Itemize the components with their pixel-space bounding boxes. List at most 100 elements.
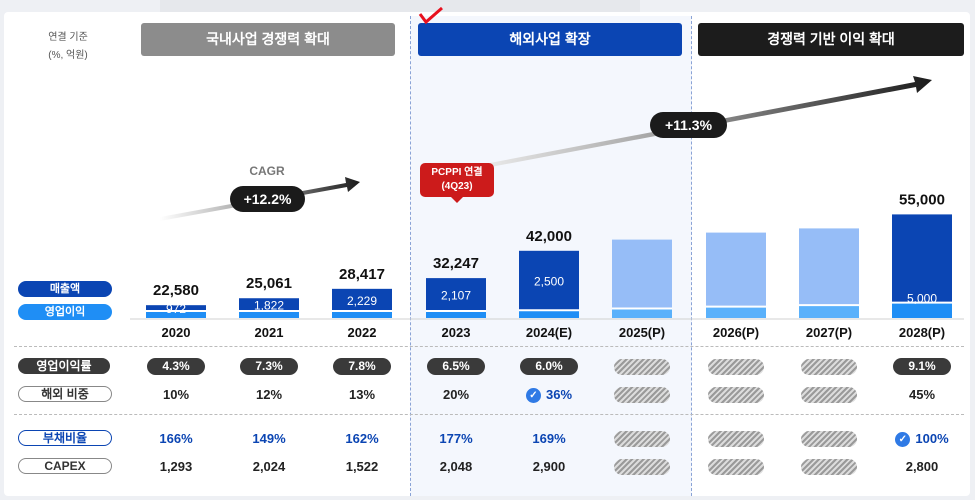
unit-note-line1: 연결 기준 — [48, 32, 88, 43]
cagr-bubble-1: +12.2% — [230, 186, 305, 212]
row-label-margin: 영업이익률 — [18, 358, 110, 374]
year-tick-label: 2024(E) — [526, 325, 572, 340]
year-tick-label: 2022 — [348, 325, 377, 340]
separator-1 — [14, 346, 964, 347]
year-tick-label: 2028(P) — [899, 325, 945, 340]
op-profit-bar — [426, 311, 486, 318]
debt-cell: 166% — [136, 431, 216, 446]
redacted-cell — [801, 387, 857, 403]
row-label-debt: 부채비율 — [18, 430, 112, 446]
capex-value: 2,024 — [252, 459, 286, 474]
revenue-bar — [799, 228, 859, 318]
margin-pill: 6.5% — [427, 358, 485, 375]
op-profit-bar — [892, 302, 952, 318]
margin-pill: 4.3% — [147, 358, 205, 375]
op-profit-bar — [799, 305, 859, 318]
redacted-cell — [614, 459, 670, 475]
capex-cell: 2,048 — [416, 459, 496, 474]
callout-pointer — [451, 197, 463, 203]
debt-value: 177% — [439, 431, 473, 446]
op-profit-bar — [239, 311, 299, 318]
debt-value: 166% — [159, 431, 193, 446]
revenue-bar — [519, 250, 579, 318]
overseas-cell: 12% — [229, 387, 309, 402]
overseas-value: 12% — [255, 387, 283, 402]
capex-value: 2,800 — [905, 459, 939, 474]
debt-value: 100% — [915, 431, 949, 446]
op-profit-value-label: 2,229 — [347, 294, 377, 308]
redacted-cell — [614, 359, 670, 375]
op-profit-value-label: 5,000 — [907, 291, 937, 305]
row-label-capex: CAPEX — [18, 458, 112, 474]
revenue-bar — [706, 232, 766, 318]
capex-value: 1,522 — [345, 459, 379, 474]
revenue-value-label: 55,000 — [899, 191, 945, 208]
overseas-value: 13% — [348, 387, 376, 402]
redacted-cell — [614, 431, 670, 447]
capex-cell: 1,293 — [136, 459, 216, 474]
overseas-value: 45% — [908, 387, 936, 402]
redacted-cell — [708, 387, 764, 403]
redacted-cell — [801, 359, 857, 375]
check-circle-icon: ✓ — [525, 388, 541, 403]
redacted-cell — [708, 359, 764, 375]
capex-cell: 2,900 — [509, 459, 589, 474]
year-tick-label: 2023 — [442, 325, 471, 340]
overseas-value: 36% — [545, 387, 573, 402]
debt-value: 149% — [252, 431, 286, 446]
margin-pill: 9.1% — [893, 358, 951, 375]
legend-op-profit: 영업이익 — [18, 304, 112, 320]
debt-cell: 162% — [322, 431, 402, 446]
redacted-cell — [708, 459, 764, 475]
revenue-bar — [892, 214, 952, 318]
capex-cell: 2,800 — [882, 459, 962, 474]
year-tick-label: 2026(P) — [713, 325, 759, 340]
revenue-value-label: 42,000 — [526, 228, 572, 245]
capex-value: 2,900 — [532, 459, 566, 474]
top-strip — [160, 0, 640, 12]
check-circle-icon: ✓ — [895, 432, 911, 447]
overseas-value: 20% — [442, 387, 470, 402]
redacted-cell — [614, 387, 670, 403]
op-profit-value-label: 2,107 — [441, 289, 471, 303]
banner-profit: 경쟁력 기반 이익 확대 — [698, 23, 964, 56]
year-tick-label: 2025(P) — [619, 325, 665, 340]
check-mark-icon — [418, 6, 443, 25]
op-profit-bar — [519, 310, 579, 318]
banner-domestic: 국내사업 경쟁력 확대 — [141, 23, 395, 56]
overseas-cell: 45% — [882, 387, 962, 402]
callout-line1: PCPPI 연결 — [431, 167, 483, 178]
banner-overseas: 해외사업 확장 — [418, 23, 682, 56]
separator-2 — [14, 414, 964, 415]
overseas-cell: ✓ 36% — [509, 387, 589, 403]
margin-pill: 7.3% — [240, 358, 298, 375]
margin-pill: 6.0% — [520, 358, 578, 375]
overseas-cell: 10% — [136, 387, 216, 402]
debt-value: 169% — [532, 431, 566, 446]
revenue-value-label: 22,580 — [153, 282, 199, 299]
cagr-label: CAGR — [249, 164, 285, 178]
cagr-bubble-2: +11.3% — [650, 112, 727, 138]
row-label-overseas: 해외 비중 — [18, 386, 112, 402]
capex-value: 2,048 — [439, 459, 473, 474]
redacted-cell — [708, 431, 764, 447]
capex-cell: 2,024 — [229, 459, 309, 474]
revenue-value-label: 28,417 — [339, 266, 385, 283]
revenue-value-label: 32,247 — [433, 255, 479, 272]
op-profit-bar — [332, 311, 392, 318]
overseas-value: 10% — [162, 387, 190, 402]
year-tick-label: 2021 — [255, 325, 284, 340]
redacted-cell — [801, 459, 857, 475]
op-profit-value-label: 972 — [166, 302, 186, 316]
debt-cell: ✓ 100% — [882, 431, 962, 447]
legend-revenue: 매출액 — [18, 281, 112, 297]
op-profit-bar — [706, 306, 766, 318]
revenue-bar — [612, 239, 672, 318]
pcppi-callout: PCPPI 연결 (4Q23) — [420, 163, 494, 197]
callout-line2: (4Q23) — [441, 181, 473, 192]
unit-note-line2: (%, 억원) — [48, 50, 88, 61]
overseas-cell: 20% — [416, 387, 496, 402]
op-profit-bar — [146, 311, 206, 318]
op-profit-bar — [612, 308, 672, 318]
